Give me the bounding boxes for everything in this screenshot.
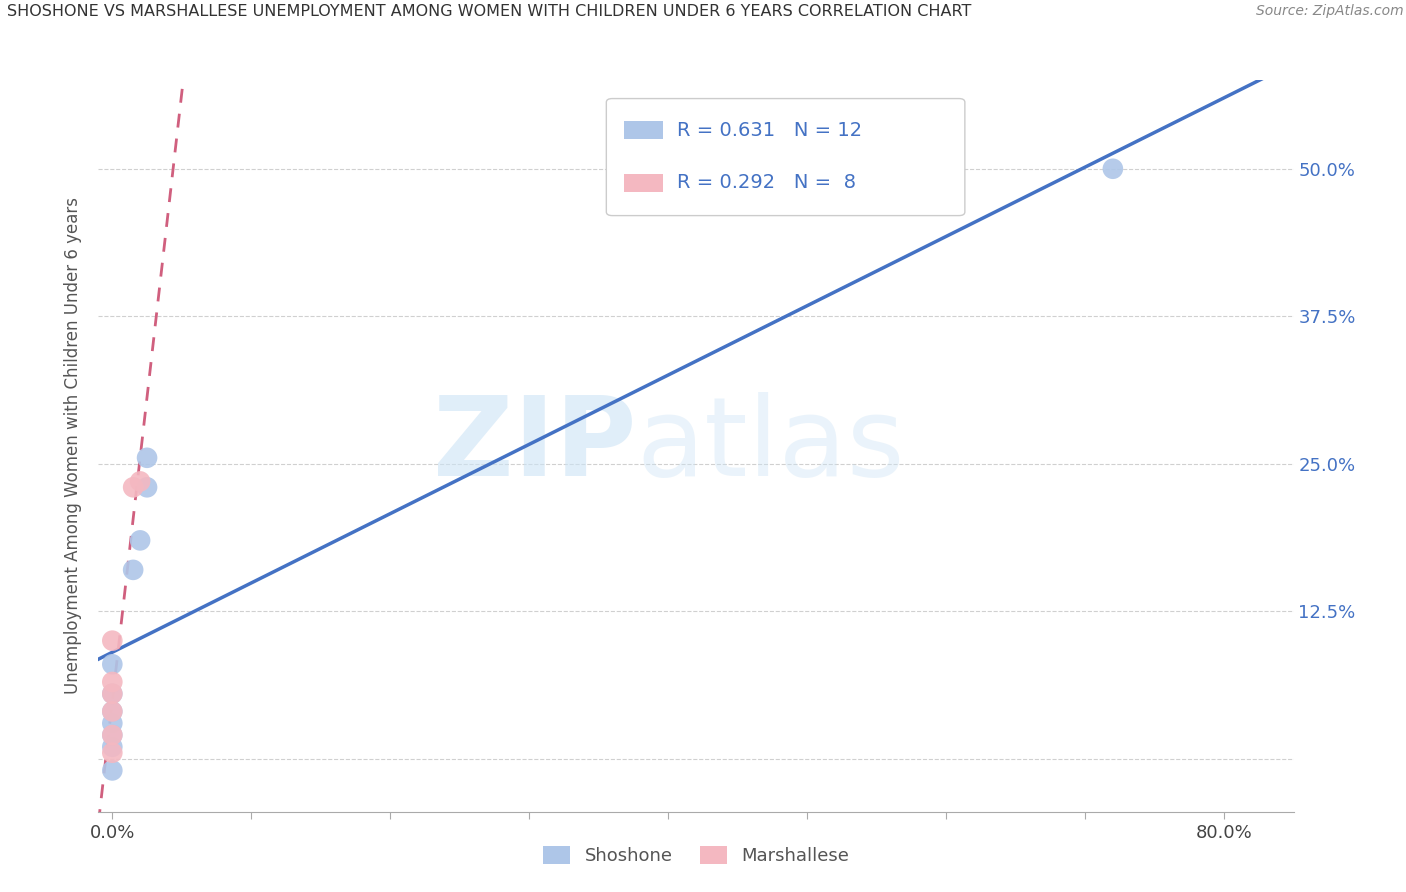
Point: [136, 450, 159, 465]
Point: [101, 728, 124, 742]
Point: [1102, 161, 1125, 176]
FancyBboxPatch shape: [624, 121, 664, 139]
Point: [129, 533, 152, 548]
Point: [101, 687, 124, 701]
Point: [101, 716, 124, 731]
Text: SHOSHONE VS MARSHALLESE UNEMPLOYMENT AMONG WOMEN WITH CHILDREN UNDER 6 YEARS COR: SHOSHONE VS MARSHALLESE UNEMPLOYMENT AMO…: [7, 4, 972, 20]
Point: [101, 633, 124, 648]
Text: Source: ZipAtlas.com: Source: ZipAtlas.com: [1256, 4, 1403, 19]
Text: atlas: atlas: [637, 392, 904, 500]
Point: [101, 764, 124, 778]
Point: [136, 480, 159, 494]
Point: [101, 739, 124, 754]
Point: [129, 475, 152, 489]
Point: [101, 728, 124, 742]
Text: R = 0.292   N =  8: R = 0.292 N = 8: [678, 173, 856, 192]
Point: [101, 705, 124, 719]
Point: [101, 657, 124, 672]
Legend: Shoshone, Marshallese: Shoshone, Marshallese: [536, 838, 856, 872]
Text: R = 0.631   N = 12: R = 0.631 N = 12: [678, 120, 862, 139]
Point: [101, 705, 124, 719]
FancyBboxPatch shape: [624, 174, 664, 192]
Text: ZIP: ZIP: [433, 392, 637, 500]
Point: [101, 675, 124, 690]
Point: [122, 480, 145, 494]
FancyBboxPatch shape: [606, 99, 965, 216]
Point: [122, 563, 145, 577]
Point: [101, 687, 124, 701]
Point: [101, 746, 124, 760]
Y-axis label: Unemployment Among Women with Children Under 6 years: Unemployment Among Women with Children U…: [65, 197, 83, 695]
